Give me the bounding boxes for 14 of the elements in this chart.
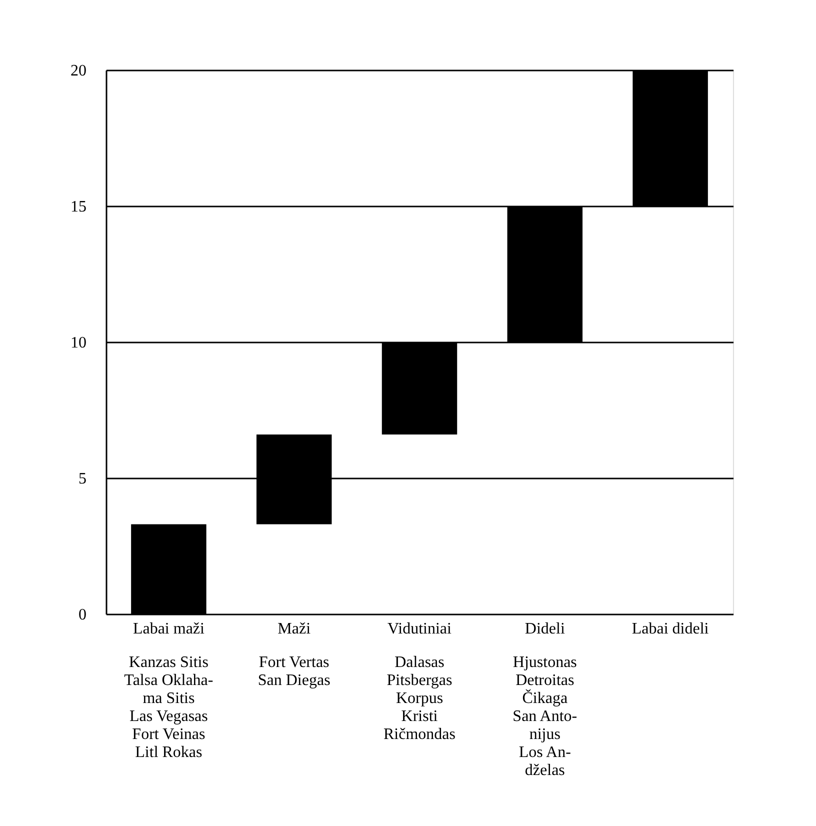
y-tick-label: 20 bbox=[70, 62, 86, 80]
text: Hjustonas Detroitas Čikaga San Anto- nijus Los An- dželas bbox=[512, 654, 578, 779]
y-tick-label: 10 bbox=[70, 334, 86, 352]
text: Fort Vertas San Diegas bbox=[258, 654, 330, 689]
y-tick-label: 5 bbox=[78, 470, 86, 488]
x-tick-label: Labai dideli bbox=[632, 620, 710, 638]
x-tick-label: Dideli bbox=[524, 620, 566, 638]
text: Dalasas Pitsbergas Korpus Kristi Ričmondas bbox=[384, 654, 456, 743]
x-tick-label: Maži bbox=[278, 620, 312, 638]
text: Kanzas Sitis Talsa Oklaha- ma Sitis Las Vegasas Fort Veinas Litl Rokas bbox=[124, 654, 214, 761]
y-tick-label: 15 bbox=[70, 198, 86, 216]
x-tick-label: Vidutiniai bbox=[388, 620, 452, 638]
y-tick-label: 0 bbox=[78, 606, 86, 624]
x-tick-label: Labai maži bbox=[132, 620, 206, 638]
